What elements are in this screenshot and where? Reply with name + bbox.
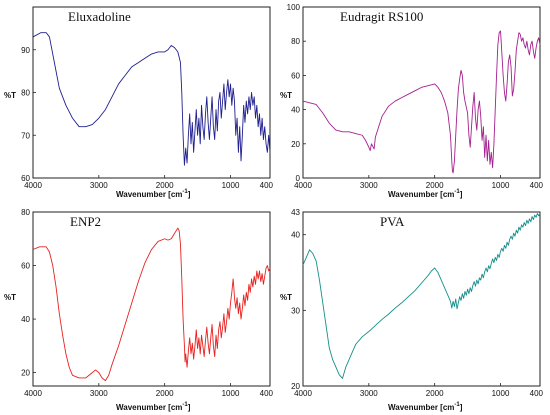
eluxadoline-x-tick-label-3000: 3000 xyxy=(90,181,108,190)
enp2-x-axis-label: Wavenumber [cm-1] xyxy=(116,402,191,412)
pva-x-axis-label-sup: -1 xyxy=(454,402,460,408)
enp2-panel-title: ENP2 xyxy=(70,214,101,229)
eluxadoline-plot-frame xyxy=(32,6,271,179)
eudragit-y-tick-label-20: 20 xyxy=(291,140,300,149)
enp2-x-axis-label-main: Wavenumber [cm xyxy=(116,403,182,412)
eudragit-panel-title: Eudragit RS100 xyxy=(340,9,423,24)
pva-x-axis-label-main: Wavenumber [cm xyxy=(388,403,454,412)
enp2-plot-frame xyxy=(32,211,271,387)
pva-x-tick-label-2000: 2000 xyxy=(426,389,444,398)
eudragit-x-axis-label-sup: -1 xyxy=(454,189,460,195)
eudragit-y-tick-label-100: 100 xyxy=(287,3,301,12)
eudragit-x-tick-label-2000: 2000 xyxy=(426,181,444,190)
pva-plot-frame xyxy=(302,211,541,387)
pva-y-axis-label: %T xyxy=(280,293,292,302)
pva-x-tick-label-4000: 4000 xyxy=(294,389,312,398)
eluxadoline-x-tick-label-400: 400 xyxy=(260,181,274,190)
enp2-panel: ENP2 %T Wavenumber [cm-1] 4000 3000 2000 10… xyxy=(4,208,274,412)
enp2-ticks: 4000 3000 2000 1000 400 20 40 60 80 xyxy=(21,208,273,398)
pva-x-tick-label-1000: 1000 xyxy=(492,389,510,398)
pva-y-tick-label-20: 20 xyxy=(291,382,300,391)
pva-ticks: 4000 3000 2000 1000 400 20 30 40 43 xyxy=(291,208,543,398)
enp2-x-tick-label-3000: 3000 xyxy=(90,389,108,398)
enp2-x-tick-label-2000: 2000 xyxy=(156,389,174,398)
enp2-x-tick-label-400: 400 xyxy=(260,389,274,398)
pva-spectrum-line xyxy=(302,213,541,379)
pva-x-tick-label-400: 400 xyxy=(530,389,544,398)
eudragit-x-axis-label-main: Wavenumber [cm xyxy=(388,190,454,199)
eluxadoline-y-tick-label-90: 90 xyxy=(21,46,30,55)
pva-y-tick-label-43: 43 xyxy=(291,208,300,217)
eluxadoline-x-tick-label-1000: 1000 xyxy=(222,181,240,190)
eluxadoline-ticks: 4000 3000 2000 1000 400 60 70 80 90 xyxy=(21,46,273,190)
pva-x-axis-label-end: ] xyxy=(460,403,463,412)
eluxadoline-y-tick-label-60: 60 xyxy=(21,174,30,183)
eudragit-x-tick-label-400: 400 xyxy=(530,181,544,190)
enp2-spectrum-line xyxy=(32,227,271,382)
eluxadoline-panel: Eluxadoline %T Wavenumber [cm-1] 4000 300… xyxy=(4,6,274,199)
eudragit-x-tick-label-4000: 4000 xyxy=(294,181,312,190)
eudragit-x-axis-label: Wavenumber [cm-1] xyxy=(388,189,463,199)
eudragit-spectrum-line xyxy=(302,30,541,174)
pva-panel: PVA %T Wavenumber [cm-1] 4000 3000 2000 100… xyxy=(280,208,544,412)
enp2-y-axis-label: %T xyxy=(4,293,16,302)
enp2-x-tick-label-4000: 4000 xyxy=(24,389,42,398)
enp2-y-tick-label-40: 40 xyxy=(21,315,30,324)
eluxadoline-y-axis-label: %T xyxy=(4,91,16,100)
pva-y-tick-label-30: 30 xyxy=(291,306,300,315)
eluxadoline-x-axis-label-end: ] xyxy=(188,190,191,199)
eudragit-y-tick-label-80: 80 xyxy=(291,37,300,46)
eluxadoline-y-tick-label-70: 70 xyxy=(21,131,30,140)
enp2-x-tick-label-1000: 1000 xyxy=(222,389,240,398)
pva-x-tick-label-3000: 3000 xyxy=(360,389,378,398)
eluxadoline-x-axis-label-sup: -1 xyxy=(182,189,188,195)
pva-x-axis-label: Wavenumber [cm-1] xyxy=(388,402,463,412)
eudragit-x-tick-label-1000: 1000 xyxy=(492,181,510,190)
eudragit-y-tick-label-40: 40 xyxy=(291,106,300,115)
enp2-y-tick-label-20: 20 xyxy=(21,369,30,378)
enp2-y-tick-label-80: 80 xyxy=(21,208,30,217)
eudragit-y-tick-label-0: 0 xyxy=(296,174,301,183)
eudragit-x-axis-label-end: ] xyxy=(460,190,463,199)
eudragit-x-tick-label-3000: 3000 xyxy=(360,181,378,190)
enp2-y-tick-label-60: 60 xyxy=(21,262,30,271)
eluxadoline-x-axis-label-main: Wavenumber [cm xyxy=(116,190,182,199)
eluxadoline-x-axis-label: Wavenumber [cm-1] xyxy=(116,189,191,199)
pva-y-tick-label-40: 40 xyxy=(291,231,300,240)
eluxadoline-y-tick-label-80: 80 xyxy=(21,89,30,98)
pva-panel-title: PVA xyxy=(380,214,405,229)
enp2-x-axis-label-end: ] xyxy=(188,403,191,412)
eluxadoline-panel-title: Eluxadoline xyxy=(68,9,131,24)
eluxadoline-spectrum-line xyxy=(32,32,271,166)
eluxadoline-x-tick-label-4000: 4000 xyxy=(24,181,42,190)
eudragit-y-tick-label-60: 60 xyxy=(291,71,300,80)
enp2-x-axis-label-sup: -1 xyxy=(182,402,188,408)
eudragit-y-axis-label: %T xyxy=(280,91,292,100)
eluxadoline-x-tick-label-2000: 2000 xyxy=(156,181,174,190)
eudragit-panel: Eudragit RS100 %T Wavenumber [cm-1] 4000… xyxy=(280,3,544,199)
eudragit-plot-frame xyxy=(302,6,541,179)
